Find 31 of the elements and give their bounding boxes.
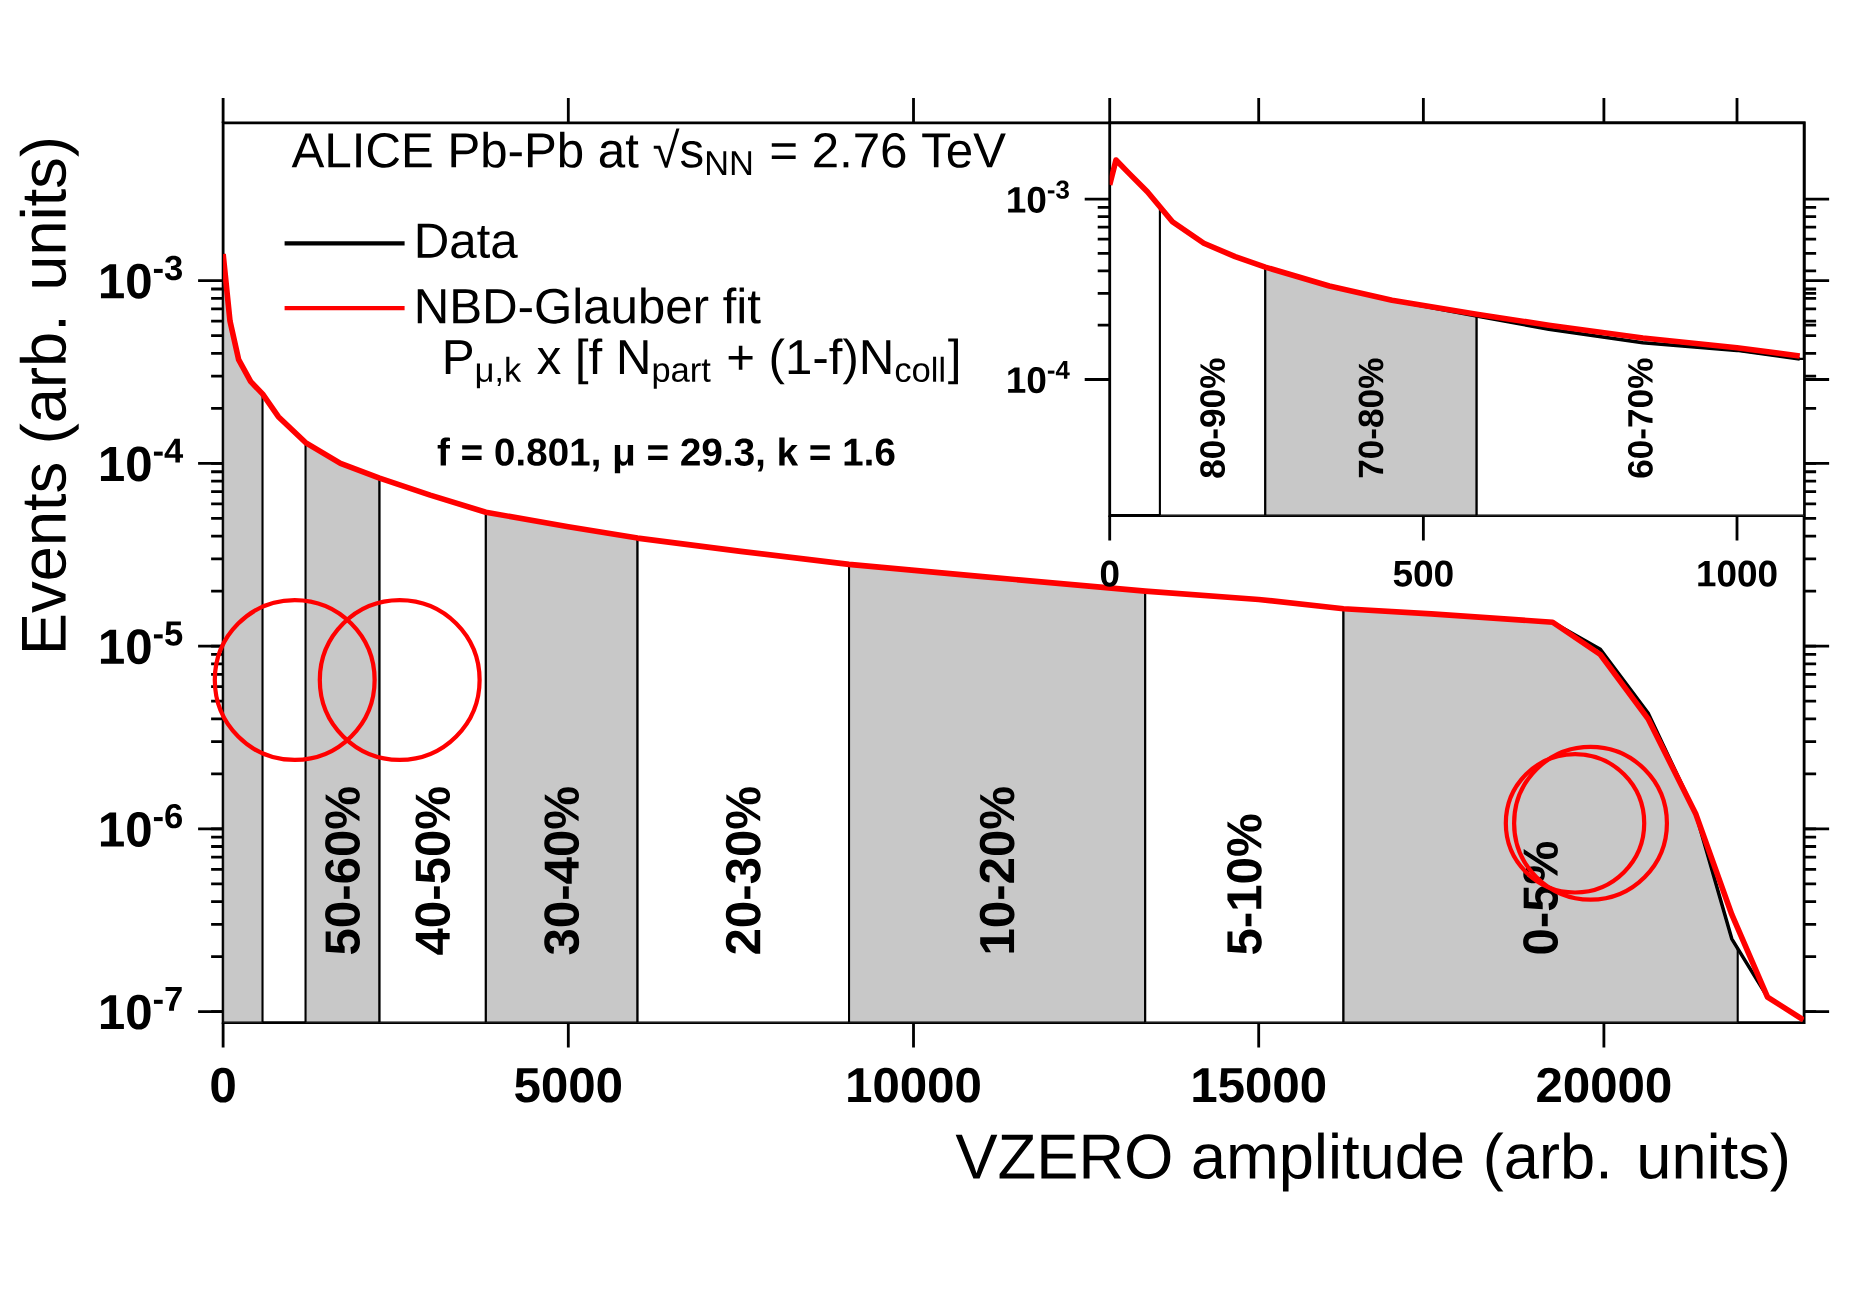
band-label: 40-50% [415, 787, 451, 955]
x-tick-label: 5000 [515, 1067, 621, 1103]
y-tick-label: 10$^{-3}$ [1008, 180, 1069, 213]
legend-label: Data [417, 223, 518, 259]
x-tick-label: 0 [211, 1067, 235, 1103]
band-label: 60-70% [1627, 358, 1653, 478]
y-tick-label: 10$^{-3}$ [100, 255, 182, 299]
x-tick-label: 0 [1100, 560, 1119, 587]
y-tick-label: 10$^{-7}$ [100, 987, 182, 1030]
band-label: 5-10% [1226, 814, 1262, 955]
band-label: 70-80% [1358, 358, 1384, 478]
y-axis-title: Events (arb. units) [19, 140, 79, 651]
band-label: 20-30% [725, 787, 761, 954]
x-tick-label: 10000 [848, 1067, 980, 1103]
band-label: 10-20% [979, 787, 1015, 953]
x-axis-title: VZERO amplitude (arb. units) [955, 1132, 1787, 1192]
y-tick-label: 10$^{-5}$ [100, 621, 183, 665]
y-tick-label: 10$^{-4}$ [100, 438, 184, 482]
annotation: f = 0.801, μ = 29.3, k = 1.6 [437, 437, 895, 474]
x-tick-label: 20000 [1537, 1067, 1671, 1103]
x-tick-label: 1000 [1698, 560, 1777, 587]
annotation: P$_{μ,k}$ x [f N$_{part}$ + (1-f)N$_{coll}$] [445, 338, 958, 389]
band-label: 80-90% [1200, 358, 1226, 478]
band-label: 50-60% [325, 787, 360, 955]
y-tick-label: 10$^{-6}$ [100, 803, 182, 847]
band-label: 30-40% [544, 787, 580, 955]
x-tick-label: 500 [1393, 560, 1453, 587]
legend-label: NBD-Glauber fit [417, 287, 761, 324]
chart-title: ALICE Pb-Pb at √s$_{NN}$ = 2.76 TeV [291, 128, 1006, 175]
y-tick-label: 10$^{-4}$ [1008, 361, 1070, 394]
x-tick-label: 15000 [1193, 1067, 1326, 1103]
